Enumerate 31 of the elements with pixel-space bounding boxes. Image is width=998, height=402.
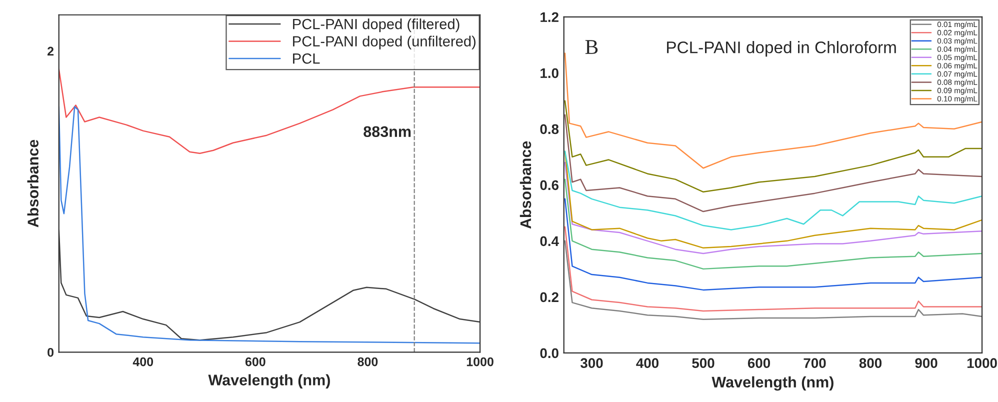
x-tick-label: 1000 xyxy=(466,357,494,366)
x-tick-label: 800 xyxy=(358,357,378,366)
x-tick-label: 1000 xyxy=(967,358,997,368)
x-tick-label: 300 xyxy=(580,358,603,368)
y-tick-label: 0 xyxy=(48,348,54,357)
x-tick-label: 700 xyxy=(804,358,826,368)
y-tick-label: 1.2 xyxy=(540,12,558,22)
x-axis-title: Wavelength (nm) xyxy=(712,376,834,391)
x-tick-label: 600 xyxy=(245,357,266,366)
text: PCL-PANI doped in Chloroform xyxy=(667,41,896,57)
x-tick-label: 600 xyxy=(748,358,770,368)
legend-label: PCL xyxy=(293,53,320,64)
x-tick-label: 800 xyxy=(859,358,882,368)
x-axis-title: Wavelength (nm) xyxy=(208,374,330,389)
x-tick-label: 400 xyxy=(132,357,154,366)
y-tick-label: 2 xyxy=(48,46,54,56)
y-tick-label: 0.6 xyxy=(540,180,559,190)
y-axis-title: Absorbance xyxy=(520,141,532,229)
y-tick-label: 1.0 xyxy=(540,68,558,78)
annotation: B xyxy=(585,40,598,54)
y-tick-label: 0.2 xyxy=(540,292,558,302)
x-tick-label: 400 xyxy=(636,358,659,368)
x-tick-label: 500 xyxy=(692,358,714,368)
y-tick-label: 0.4 xyxy=(540,236,559,246)
legend-label: PCL-PANI doped (filtered) xyxy=(293,18,460,32)
y-tick-label: 0.8 xyxy=(540,124,559,134)
y-axis-title: Absorbance xyxy=(27,140,38,228)
x-tick-label: 900 xyxy=(915,358,938,368)
y-tick-label: 0.0 xyxy=(540,348,558,358)
legend-label: PCL-PANI doped (unfiltered) xyxy=(293,36,476,50)
ref-line-label: 883nm xyxy=(364,126,411,138)
